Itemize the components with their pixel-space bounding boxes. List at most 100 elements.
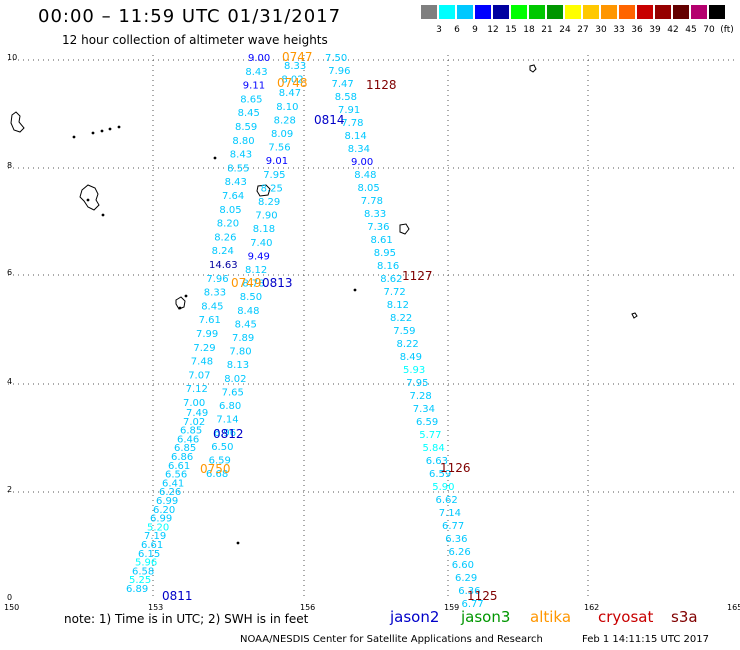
middle-upper-track-value: 7.14 (216, 415, 238, 426)
left-upper-track-value: 8.59 (235, 122, 257, 133)
right-track-value: 6.29 (455, 573, 477, 584)
footnote: note: 1) Time is in UTC; 2) SWH is in fe… (64, 612, 309, 626)
pass-time-1126: 1126 (440, 461, 471, 475)
right-track-value: 7.28 (410, 391, 432, 402)
right-track-value: 6.77 (442, 521, 464, 532)
island-outlines (10, 64, 638, 545)
colorbar-label: 24 (559, 25, 571, 35)
middle-upper-track-value: 6.80 (219, 401, 241, 412)
colorbar-swatch (673, 5, 689, 19)
left-upper-track-value: 7.96 (206, 274, 228, 285)
islet-dot (184, 294, 188, 298)
colorbar-label: 42 (667, 25, 679, 35)
credit-line: NOAA/NESDIS Center for Satellite Applica… (240, 634, 543, 645)
left-upper-track-value: 8.20 (217, 219, 239, 230)
lower-track-value: 6.85 (174, 443, 196, 454)
middle-upper-track-value: 8.12 (245, 265, 267, 276)
lower-track-value: 6.61 (168, 461, 190, 472)
right-track-value: 8.48 (354, 170, 376, 181)
left-upper-track-value: 9.11 (243, 81, 265, 92)
colorbar-label: 18 (523, 25, 535, 35)
islet-dot (117, 125, 121, 129)
right-track-value: 6.77 (462, 599, 484, 610)
map-grid (8, 55, 735, 600)
right-track-value: 8.58 (335, 92, 357, 103)
colorbar-swatch (457, 5, 473, 19)
map-subtitle: 12 hour collection of altimeter wave hei… (62, 33, 328, 47)
middle-upper-track-value: 8.25 (261, 183, 283, 194)
middle-upper-track-value: 8.50 (240, 292, 262, 303)
pass-time-0811: 0811 (162, 589, 193, 603)
colorbar-label: 30 (595, 25, 607, 35)
left-upper-track-value: 8.45 (201, 301, 223, 312)
colorbar-swatch (493, 5, 509, 19)
right-track-value: 7.72 (384, 287, 406, 298)
pass-time-0813: 0813 (262, 276, 293, 290)
island-outline (10, 111, 25, 133)
left-upper-track-value: 8.55 (227, 163, 249, 174)
colorbar-label: 15 (505, 25, 517, 35)
colorbar-label: 3 (436, 25, 442, 35)
colorbar-label: 36 (631, 25, 643, 35)
left-upper-track-value: 7.99 (196, 329, 218, 340)
right-track-value: 7.34 (413, 404, 435, 415)
colorbar-swatch (619, 5, 635, 19)
lower-track-value: 5.96 (135, 558, 157, 569)
right-track-value: 7.95 (406, 378, 428, 389)
right-track-value: 8.49 (400, 352, 422, 363)
right-track-value: 7.78 (341, 118, 363, 129)
islet-dot (236, 541, 240, 545)
legend-cryosat: cryosat (598, 608, 654, 626)
middle-upper-track-value: 8.29 (258, 197, 280, 208)
left-upper-track-value: 7.29 (193, 343, 215, 354)
island-outline (175, 296, 186, 310)
right-track-value: 6.63 (426, 456, 448, 467)
island-outline (79, 184, 100, 211)
right-track-value: 8.12 (387, 300, 409, 311)
right-track-value: 7.91 (338, 105, 360, 116)
left-upper-track-value: 9.00 (248, 53, 270, 64)
right-track-value: 8.22 (390, 313, 412, 324)
right-track-value: 6.60 (452, 560, 474, 571)
right-track-value: 5.93 (403, 365, 425, 376)
lower-track-value: 6.20 (153, 505, 175, 516)
right-track-value: 6.59 (429, 469, 451, 480)
left-upper-track-value: 7.00 (183, 398, 205, 409)
islet-dot (353, 288, 357, 292)
lower-track-value: 6.99 (156, 496, 178, 507)
pass-time-labels: 0747 0748 1128 0814 1127 0749 0813 0812 0750 1126… (162, 50, 498, 603)
middle-upper-track-value: 8.47 (279, 88, 301, 99)
colorbar-label: 6 (454, 25, 460, 35)
colorbar-label: 70 (703, 25, 715, 35)
middle-upper-track-value: 6.96 (214, 428, 236, 439)
colorbar-swatch (691, 5, 707, 19)
pass-time-0749: 0749 (231, 276, 262, 290)
island-outline (529, 64, 537, 73)
right-track-value: 5.77 (419, 430, 441, 441)
colorbar-label: 33 (613, 25, 625, 35)
x-tick-label: 150 (4, 603, 19, 612)
island-outline (399, 223, 410, 235)
colorbar-label: (ft) (720, 25, 734, 35)
left-upper-track-value: 7.61 (199, 315, 221, 326)
islet-dot (101, 213, 105, 217)
right-track-value: 6.26 (449, 547, 471, 558)
lower-track-value: 6.89 (126, 584, 148, 595)
lower-track-value: 6.56 (165, 470, 187, 481)
colorbar-swatch (421, 5, 437, 19)
middle-upper-track-value: 7.95 (263, 170, 285, 181)
islet-dot (213, 156, 217, 160)
middle-upper-track-value: 9.01 (266, 156, 288, 167)
right-track-value: 7.96 (328, 66, 350, 77)
middle-upper-track-value: 8.02 (224, 374, 246, 385)
right-track-value: 8.22 (397, 339, 419, 350)
colorbar-swatch (583, 5, 599, 19)
colorbar-label: 39 (649, 25, 661, 35)
colorbar-label: 9 (472, 25, 478, 35)
y-tick-label: 2 (7, 485, 12, 494)
pass-time-1127: 1127 (402, 269, 433, 283)
legend-s3a: s3a (671, 608, 698, 626)
islet-dot (91, 131, 95, 135)
right-track-value: 6.36 (458, 586, 480, 597)
colorbar-swatch (529, 5, 545, 19)
